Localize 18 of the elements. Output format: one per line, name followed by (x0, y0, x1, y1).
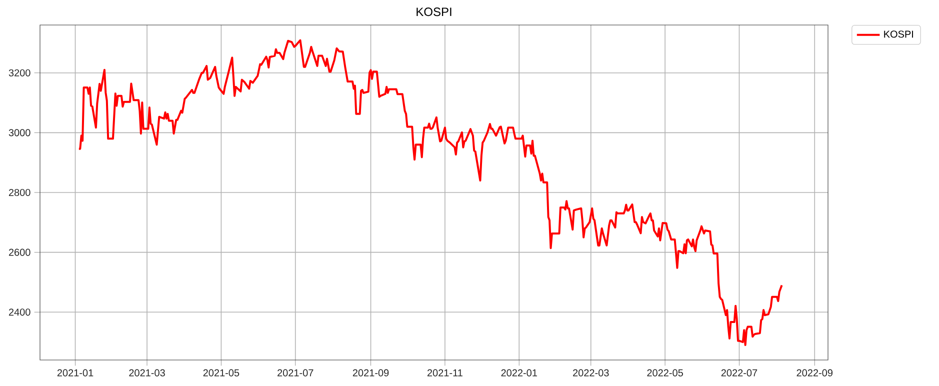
legend-label: KOSPI (884, 30, 913, 38)
x-tick-label: 2022-05 (647, 369, 683, 376)
y-tick-label: 2600 (8, 248, 30, 256)
y-tick-label: 2400 (8, 308, 30, 316)
y-tick-label: 3200 (8, 69, 30, 76)
x-tick-label: 2021-03 (129, 369, 165, 376)
y-tick-label: 3000 (8, 129, 30, 136)
x-tick-label: 2022-03 (573, 369, 609, 376)
x-tick-label: 2021-09 (352, 369, 389, 376)
chart-title: KOSPI (416, 8, 452, 16)
x-tick-label: 2022-07 (721, 369, 758, 376)
x-tick-label: 2021-07 (278, 369, 314, 376)
x-tick-label: 2021-01 (57, 369, 94, 376)
y-tick-label: 2800 (8, 188, 30, 196)
x-tick-label: 2022-01 (501, 369, 537, 376)
x-tick-label: 2021-11 (427, 369, 462, 376)
x-tick-label: 2021-05 (203, 369, 240, 376)
x-tick-label: 2022-09 (796, 369, 832, 376)
